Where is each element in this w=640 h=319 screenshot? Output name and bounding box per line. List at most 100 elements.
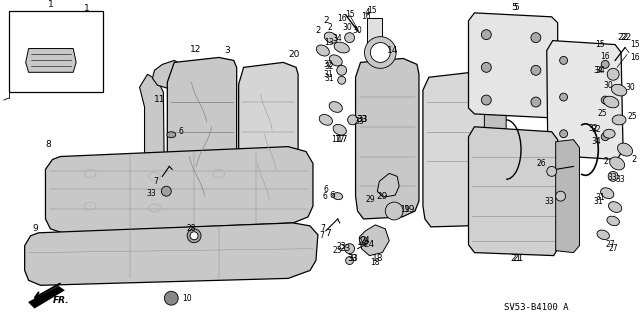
Text: 32: 32: [323, 60, 333, 69]
Circle shape: [601, 133, 609, 141]
Text: 33: 33: [355, 117, 364, 126]
Polygon shape: [239, 63, 298, 221]
Text: 15: 15: [345, 10, 355, 19]
FancyBboxPatch shape: [9, 11, 103, 92]
Ellipse shape: [618, 143, 632, 156]
Text: 1: 1: [84, 4, 90, 13]
Text: 6: 6: [329, 191, 335, 200]
Text: 27: 27: [605, 240, 615, 249]
Text: 34: 34: [591, 137, 601, 146]
Circle shape: [559, 56, 568, 64]
Text: SV53-B4100 A: SV53-B4100 A: [504, 303, 568, 312]
Ellipse shape: [611, 84, 627, 96]
Ellipse shape: [333, 193, 342, 200]
Circle shape: [187, 229, 201, 243]
Text: 15: 15: [630, 40, 639, 49]
Polygon shape: [26, 48, 76, 72]
Ellipse shape: [329, 102, 342, 112]
Text: 13: 13: [324, 38, 334, 47]
Ellipse shape: [597, 230, 609, 240]
Text: 8: 8: [45, 140, 51, 149]
Text: 30: 30: [353, 26, 362, 35]
Text: 3: 3: [224, 46, 230, 55]
Circle shape: [345, 244, 355, 254]
Polygon shape: [167, 57, 237, 216]
Text: 31: 31: [324, 74, 334, 83]
Text: 33: 33: [349, 254, 358, 263]
Text: 27: 27: [609, 244, 618, 253]
Ellipse shape: [333, 124, 346, 135]
Polygon shape: [378, 173, 399, 197]
Ellipse shape: [604, 129, 615, 138]
Circle shape: [559, 130, 568, 138]
Text: 31: 31: [594, 197, 604, 206]
Polygon shape: [29, 286, 64, 308]
Ellipse shape: [609, 202, 621, 212]
Circle shape: [345, 33, 355, 43]
Text: 16: 16: [630, 53, 639, 62]
Text: 26: 26: [536, 159, 546, 168]
Text: 28: 28: [186, 224, 196, 233]
Circle shape: [556, 191, 566, 201]
Ellipse shape: [604, 96, 619, 108]
Text: 32: 32: [324, 62, 334, 71]
Text: 2: 2: [631, 155, 636, 164]
Text: 17: 17: [331, 135, 340, 144]
Text: 24: 24: [361, 236, 371, 245]
Polygon shape: [484, 90, 506, 209]
Text: 19: 19: [400, 204, 410, 213]
Circle shape: [190, 232, 198, 240]
Ellipse shape: [329, 55, 342, 66]
Text: 33: 33: [147, 189, 156, 198]
Polygon shape: [356, 58, 419, 219]
Circle shape: [337, 65, 347, 75]
Text: 11: 11: [154, 94, 165, 104]
Polygon shape: [423, 72, 486, 227]
Circle shape: [531, 97, 541, 107]
Text: 10: 10: [182, 294, 192, 303]
Text: 21: 21: [513, 254, 524, 263]
Text: 19: 19: [404, 204, 416, 213]
Polygon shape: [360, 225, 389, 256]
Polygon shape: [367, 18, 382, 84]
Circle shape: [371, 43, 390, 63]
Circle shape: [346, 256, 353, 264]
Circle shape: [481, 30, 492, 40]
Text: 30: 30: [625, 83, 635, 92]
Text: 30: 30: [604, 81, 613, 90]
Polygon shape: [468, 127, 559, 256]
Polygon shape: [468, 13, 557, 118]
Text: 25: 25: [597, 109, 607, 118]
Circle shape: [601, 96, 609, 104]
Text: 31: 31: [323, 70, 333, 79]
Text: 7: 7: [319, 231, 324, 240]
Text: 2: 2: [328, 23, 332, 32]
Text: 23: 23: [337, 242, 346, 251]
Text: 16: 16: [362, 12, 371, 21]
Text: 23: 23: [332, 246, 342, 255]
Text: 15: 15: [595, 40, 605, 49]
Text: 6: 6: [323, 192, 328, 201]
Ellipse shape: [316, 45, 330, 56]
Circle shape: [385, 202, 403, 220]
Ellipse shape: [324, 32, 337, 43]
Text: 34: 34: [593, 66, 603, 75]
Text: 25: 25: [627, 112, 637, 122]
Text: 34: 34: [333, 34, 342, 43]
Ellipse shape: [167, 132, 176, 138]
Circle shape: [559, 93, 568, 101]
Text: 17: 17: [334, 135, 345, 144]
Polygon shape: [138, 74, 164, 216]
Text: 7: 7: [153, 177, 158, 186]
Polygon shape: [45, 147, 313, 233]
Text: 24: 24: [364, 240, 375, 249]
Ellipse shape: [334, 42, 349, 53]
Circle shape: [601, 60, 609, 68]
Text: 6: 6: [323, 185, 328, 194]
Circle shape: [481, 63, 492, 72]
Polygon shape: [547, 41, 623, 160]
Circle shape: [338, 76, 346, 84]
Text: 16: 16: [600, 52, 610, 61]
Text: 34: 34: [595, 66, 605, 75]
Text: 33: 33: [607, 173, 617, 182]
